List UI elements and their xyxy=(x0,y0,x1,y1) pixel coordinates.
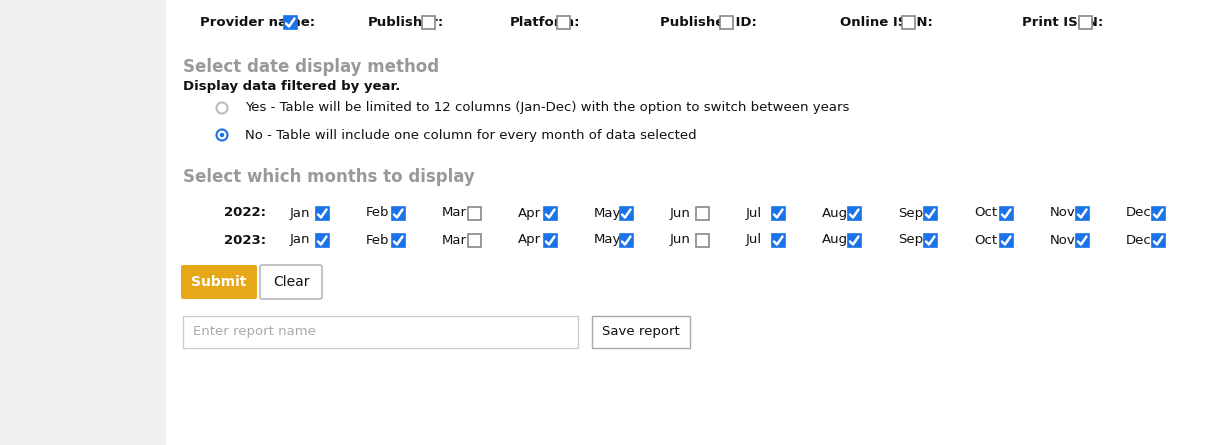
FancyBboxPatch shape xyxy=(1075,206,1089,219)
Text: Yes - Table will be limited to 12 columns (Jan-Dec) with the option to switch be: Yes - Table will be limited to 12 column… xyxy=(245,101,850,114)
FancyBboxPatch shape xyxy=(771,206,785,219)
FancyBboxPatch shape xyxy=(183,316,578,348)
Text: No - Table will include one column for every month of data selected: No - Table will include one column for e… xyxy=(245,129,696,142)
FancyBboxPatch shape xyxy=(316,206,328,219)
Text: Platform:: Platform: xyxy=(510,16,581,28)
FancyBboxPatch shape xyxy=(467,206,481,219)
Text: Jun: Jun xyxy=(670,206,691,219)
FancyBboxPatch shape xyxy=(847,234,861,247)
Text: Aug: Aug xyxy=(822,234,849,247)
FancyBboxPatch shape xyxy=(620,206,632,219)
Circle shape xyxy=(220,133,224,137)
FancyBboxPatch shape xyxy=(695,206,708,219)
FancyBboxPatch shape xyxy=(924,206,936,219)
FancyBboxPatch shape xyxy=(695,234,708,247)
FancyBboxPatch shape xyxy=(391,206,405,219)
Circle shape xyxy=(216,129,228,141)
Text: Dec: Dec xyxy=(1125,206,1151,219)
Circle shape xyxy=(216,102,228,113)
Text: Feb: Feb xyxy=(367,234,390,247)
Text: Mar: Mar xyxy=(442,206,467,219)
FancyBboxPatch shape xyxy=(467,234,481,247)
Text: Oct: Oct xyxy=(974,234,998,247)
Text: Display data filtered by year.: Display data filtered by year. xyxy=(183,80,401,93)
Text: Select which months to display: Select which months to display xyxy=(183,168,475,186)
Text: Mar: Mar xyxy=(442,234,467,247)
Text: Publisher:: Publisher: xyxy=(368,16,444,28)
Text: Dec: Dec xyxy=(1125,234,1151,247)
FancyBboxPatch shape xyxy=(283,16,296,28)
FancyBboxPatch shape xyxy=(924,234,936,247)
FancyBboxPatch shape xyxy=(902,16,914,28)
FancyBboxPatch shape xyxy=(592,316,690,348)
Text: Nov: Nov xyxy=(1050,206,1076,219)
Text: Save report: Save report xyxy=(603,325,680,339)
Text: Enter report name: Enter report name xyxy=(193,325,316,339)
Text: Publisher ID:: Publisher ID: xyxy=(661,16,756,28)
FancyBboxPatch shape xyxy=(1075,234,1089,247)
FancyBboxPatch shape xyxy=(260,265,322,299)
FancyBboxPatch shape xyxy=(771,234,785,247)
FancyBboxPatch shape xyxy=(544,234,556,247)
Text: 2023:: 2023: xyxy=(224,234,266,247)
FancyBboxPatch shape xyxy=(391,234,405,247)
Text: May: May xyxy=(594,206,621,219)
FancyBboxPatch shape xyxy=(544,206,556,219)
Text: Jan: Jan xyxy=(290,234,310,247)
FancyBboxPatch shape xyxy=(316,234,328,247)
FancyBboxPatch shape xyxy=(1079,16,1091,28)
Text: Print ISSN:: Print ISSN: xyxy=(1022,16,1103,28)
FancyBboxPatch shape xyxy=(620,234,632,247)
Text: Jul: Jul xyxy=(747,234,763,247)
FancyBboxPatch shape xyxy=(422,16,434,28)
FancyBboxPatch shape xyxy=(166,0,1230,445)
Text: Nov: Nov xyxy=(1050,234,1076,247)
Text: Provider name:: Provider name: xyxy=(200,16,315,28)
Text: Feb: Feb xyxy=(367,206,390,219)
FancyBboxPatch shape xyxy=(847,206,861,219)
FancyBboxPatch shape xyxy=(181,265,257,299)
Text: Clear: Clear xyxy=(273,275,309,289)
Text: Submit: Submit xyxy=(192,275,247,289)
Text: Online ISSN:: Online ISSN: xyxy=(840,16,932,28)
Text: Apr: Apr xyxy=(518,234,541,247)
Text: Jul: Jul xyxy=(747,206,763,219)
FancyBboxPatch shape xyxy=(1151,234,1165,247)
FancyBboxPatch shape xyxy=(556,16,569,28)
Text: Oct: Oct xyxy=(974,206,998,219)
FancyBboxPatch shape xyxy=(1151,206,1165,219)
Text: 2022:: 2022: xyxy=(224,206,266,219)
FancyBboxPatch shape xyxy=(720,16,733,28)
FancyBboxPatch shape xyxy=(1000,234,1012,247)
Text: Sep: Sep xyxy=(898,206,924,219)
Text: May: May xyxy=(594,234,621,247)
Text: Aug: Aug xyxy=(822,206,849,219)
Text: Select date display method: Select date display method xyxy=(183,58,439,76)
Text: Jun: Jun xyxy=(670,234,691,247)
FancyBboxPatch shape xyxy=(1000,206,1012,219)
Text: Sep: Sep xyxy=(898,234,924,247)
Text: Apr: Apr xyxy=(518,206,541,219)
Text: Jan: Jan xyxy=(290,206,310,219)
